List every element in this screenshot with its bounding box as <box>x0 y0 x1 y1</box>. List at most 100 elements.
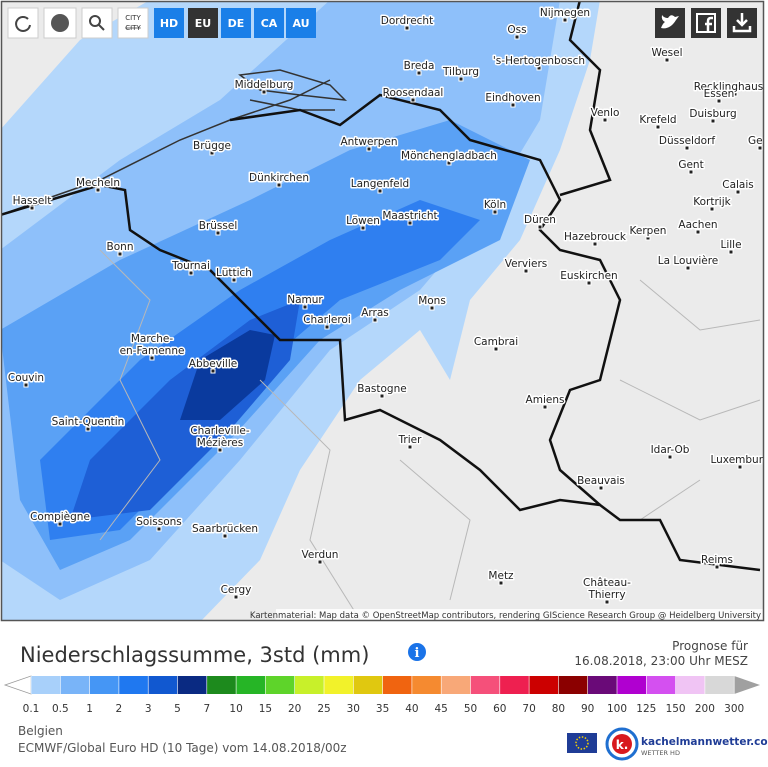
scale-swatch <box>441 676 471 694</box>
zoom-icon <box>89 15 101 27</box>
city-marker <box>360 225 366 231</box>
city-label: Geel <box>748 135 768 147</box>
city-label: Trier <box>398 434 423 446</box>
scale-label: 60 <box>493 703 506 715</box>
scale-swatch <box>265 676 295 694</box>
scale-swatch <box>704 676 735 694</box>
city-marker <box>29 205 35 211</box>
city-button[interactable] <box>117 7 149 39</box>
scale-label: 2 <box>116 703 123 715</box>
city-marker <box>732 91 738 97</box>
city-label: Saint-Quentin <box>52 416 125 428</box>
info-button[interactable] <box>408 643 426 661</box>
zoom-icon <box>98 24 105 31</box>
city-marker <box>604 599 610 605</box>
city-label: Aachen <box>678 219 717 231</box>
city-marker <box>302 304 308 310</box>
region: Belgien <box>18 724 63 738</box>
toolbar: CITY CITY HD EU DE CA AU <box>7 7 757 39</box>
scale-label: 25 <box>317 703 330 715</box>
refresh-button[interactable] <box>7 7 39 39</box>
scale-label: 15 <box>259 703 272 715</box>
region-button[interactable] <box>286 8 316 38</box>
scale-label: 50 <box>464 703 477 715</box>
city-label: Nijmegen <box>540 7 590 19</box>
city-marker <box>523 268 529 274</box>
city-label: Lille <box>720 239 741 251</box>
scale-label: 80 <box>552 703 565 715</box>
scale-swatch <box>617 676 647 694</box>
city-label: Thierry <box>587 589 625 601</box>
twitter-icon <box>661 15 679 29</box>
city-marker <box>407 444 413 450</box>
city-label: Amiens <box>526 394 565 406</box>
region-button[interactable] <box>254 8 284 38</box>
region-button-label: DE <box>228 17 245 30</box>
city-marker <box>542 404 548 410</box>
scale-swatch <box>353 676 383 694</box>
scale-under <box>3 675 32 695</box>
city-label: Cambrai <box>474 336 518 348</box>
city-label: Reims <box>701 554 733 566</box>
city-marker <box>261 89 267 95</box>
city-label: Venlo <box>591 107 620 119</box>
city-marker <box>57 521 63 527</box>
scale-swatch <box>675 676 706 694</box>
city-label: Marche- <box>131 333 173 345</box>
city-label: Soissons <box>136 516 182 528</box>
scale-label: 150 <box>666 703 686 715</box>
city-marker <box>231 277 237 283</box>
scale-label: 45 <box>435 703 448 715</box>
city-label: Tournai <box>171 260 210 272</box>
map[interactable]: Dordrecht Nijmegen Oss Wesel Recklinghausen M… <box>0 0 768 622</box>
eu-flag <box>567 733 597 753</box>
region-border <box>99 249 761 620</box>
city-marker <box>372 317 378 323</box>
city-label: Bastogne <box>357 383 406 395</box>
city-label: Dordrecht <box>381 15 433 27</box>
city-marker <box>510 102 516 108</box>
scale-swatch <box>206 676 237 694</box>
forecast-label: Prognose für <box>672 639 748 653</box>
city-label: Château- <box>583 577 631 589</box>
city-marker <box>377 188 383 194</box>
city-marker <box>317 559 323 565</box>
city-marker <box>602 117 608 123</box>
city-label: Tilburg <box>442 66 479 78</box>
region-button[interactable] <box>188 8 218 38</box>
city-button-label: CITY <box>125 14 141 22</box>
city-marker <box>117 251 123 257</box>
city-label: Metz <box>488 570 514 582</box>
model-info: ECMWF/Global Euro HD (10 Tage) vom 14.08… <box>18 741 347 755</box>
city-marker <box>592 241 598 247</box>
zoom-button[interactable] <box>81 7 113 39</box>
city-label: Antwerpen <box>340 136 397 148</box>
city-label: Düsseldorf <box>659 135 715 147</box>
region-button[interactable] <box>154 8 184 38</box>
city-marker <box>737 464 743 470</box>
city-marker <box>537 224 543 230</box>
scale-swatch <box>470 676 501 694</box>
region-button[interactable] <box>221 8 251 38</box>
city-marker <box>95 187 101 193</box>
city-label: Löwen <box>346 215 380 227</box>
scale-label: 0.1 <box>23 703 40 715</box>
city-label: en-Famenne <box>120 345 185 357</box>
scale-label: 125 <box>636 703 656 715</box>
city-label: Langenfeld <box>351 178 409 190</box>
city-label: Düren <box>524 214 556 226</box>
city-marker <box>276 182 282 188</box>
scale-swatch <box>236 676 266 694</box>
city-marker <box>210 368 216 374</box>
city-marker <box>215 230 221 236</box>
city-marker <box>562 17 568 23</box>
logo <box>612 734 632 754</box>
city-marker <box>429 305 435 311</box>
city-layer: Dordrecht Nijmegen Oss Wesel Recklinghausen M… <box>6 6 768 605</box>
city-label: Wesel <box>651 47 682 59</box>
city-marker <box>728 249 734 255</box>
city-marker <box>664 57 670 63</box>
facebook-icon <box>696 13 716 33</box>
